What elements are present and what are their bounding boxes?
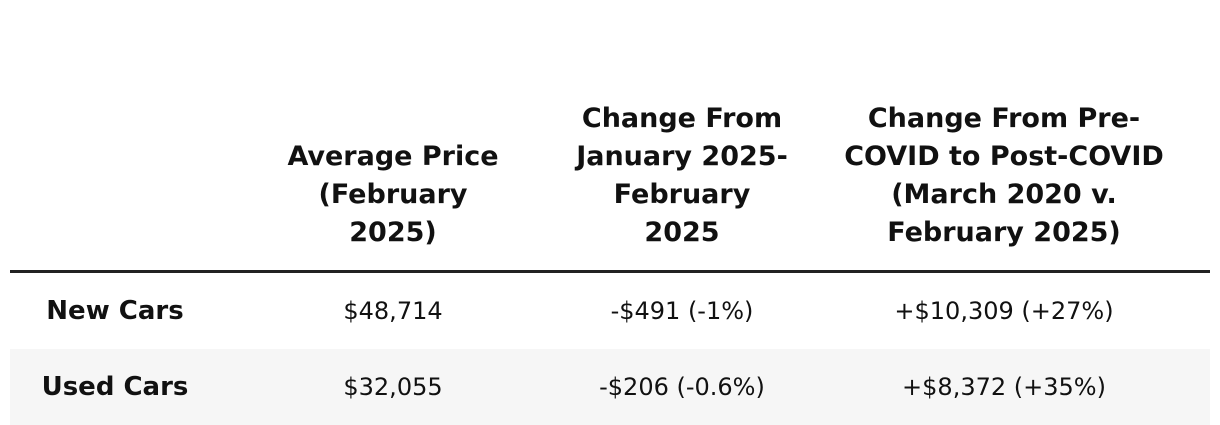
- header-text: Change From Pre-COVID to Post-COVID (Mar…: [844, 103, 1164, 248]
- header-text: Average Price (February 2025): [287, 141, 499, 248]
- row-header: New Cars: [46, 296, 184, 326]
- row-header: Used Cars: [10, 349, 220, 425]
- cell: $32,055: [220, 349, 566, 425]
- cell: +$8,372 (+35%): [798, 349, 1210, 425]
- header-cell: Average Price (February 2025): [220, 40, 566, 273]
- cell: +$10,309 (+27%): [894, 297, 1114, 325]
- row: Used Cars $32,055 -$206 (-0.6%) +$8,372 …: [10, 349, 1210, 425]
- header-cell: [10, 40, 220, 273]
- header-row: Average Price (February 2025) Change Fro…: [10, 40, 1210, 273]
- cell: -$491 (-1%): [610, 297, 754, 325]
- cell: -$206 (-0.6%): [566, 349, 798, 425]
- header-cell: Change From January 2025-February 2025: [566, 40, 798, 273]
- header-cell: Change From Pre-COVID to Post-COVID (Mar…: [798, 40, 1210, 273]
- header-text: Change From January 2025-February 2025: [576, 103, 788, 248]
- price-table: Average Price (February 2025) Change Fro…: [10, 40, 1210, 425]
- cell: $48,714: [343, 297, 443, 325]
- row: New Cars $48,714 -$491 (-1%) +$10,309 (+…: [10, 272, 1210, 350]
